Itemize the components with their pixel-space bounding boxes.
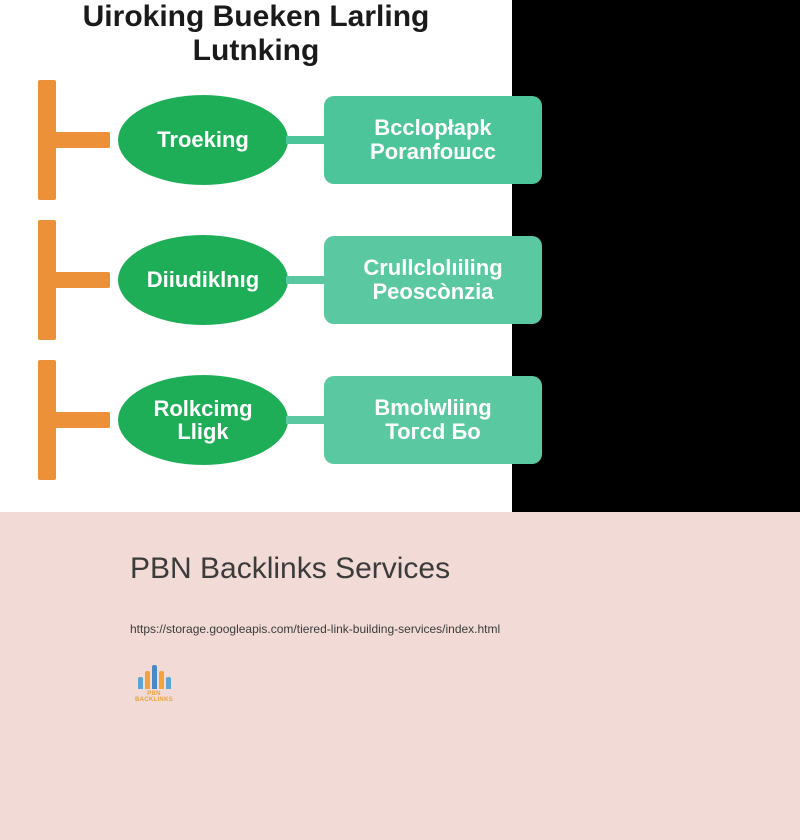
top-section: Uiroking Bueken Larling Lutnkіng Troekin… [0,0,800,512]
connector-line [286,276,326,284]
pill-label: Rolkcimg Lligk [118,375,288,465]
t-bracket-icon [0,220,56,340]
article-section: PBN Backlinks Services https://storage.g… [0,512,800,840]
pbn-logo: PBN BACKLINKS [130,664,178,704]
logo-bar [166,677,171,689]
logo-bar [138,677,143,689]
t-bracket-icon [0,360,56,480]
info-box: Bmolwliing Toгcd Бo [324,376,542,464]
logo-caption: PBN BACKLINKS [130,691,178,703]
pill-label: Troeking [118,95,288,185]
diagram-row-2: Rolkcimg LligkBmolwliing Toгcd Бo [0,360,512,480]
diagram-row-1: DiiudiklnıgCrullclolıiling Peoscònzia [0,220,512,340]
diagram-row-0: TroekingBcclopłapk Poranfoшcc [0,80,512,200]
logo-bar [152,665,157,689]
logo-bars-icon [138,665,171,689]
article-heading: PBN Backlinks Services [130,552,670,586]
info-box: Crullclolıiling Peoscònzia [324,236,542,324]
infographic-panel: Uiroking Bueken Larling Lutnkіng Troekin… [0,0,512,512]
diagram-rows: TroekingBcclopłapk Poranfoшcc Diiudiklnıg… [0,68,512,480]
logo-bar [159,671,164,689]
diagram-title: Uiroking Bueken Larling Lutnkіng [0,0,512,68]
info-box: Bcclopłapk Poranfoшcc [324,96,542,184]
connector-line [286,136,326,144]
t-bracket-icon [0,80,56,200]
side-black-panel [512,0,800,512]
connector-line [286,416,326,424]
article-url[interactable]: https://storage.googleapis.com/tiered-li… [130,622,670,636]
pill-label: Diiudiklnıg [118,235,288,325]
logo-bar [145,671,150,689]
